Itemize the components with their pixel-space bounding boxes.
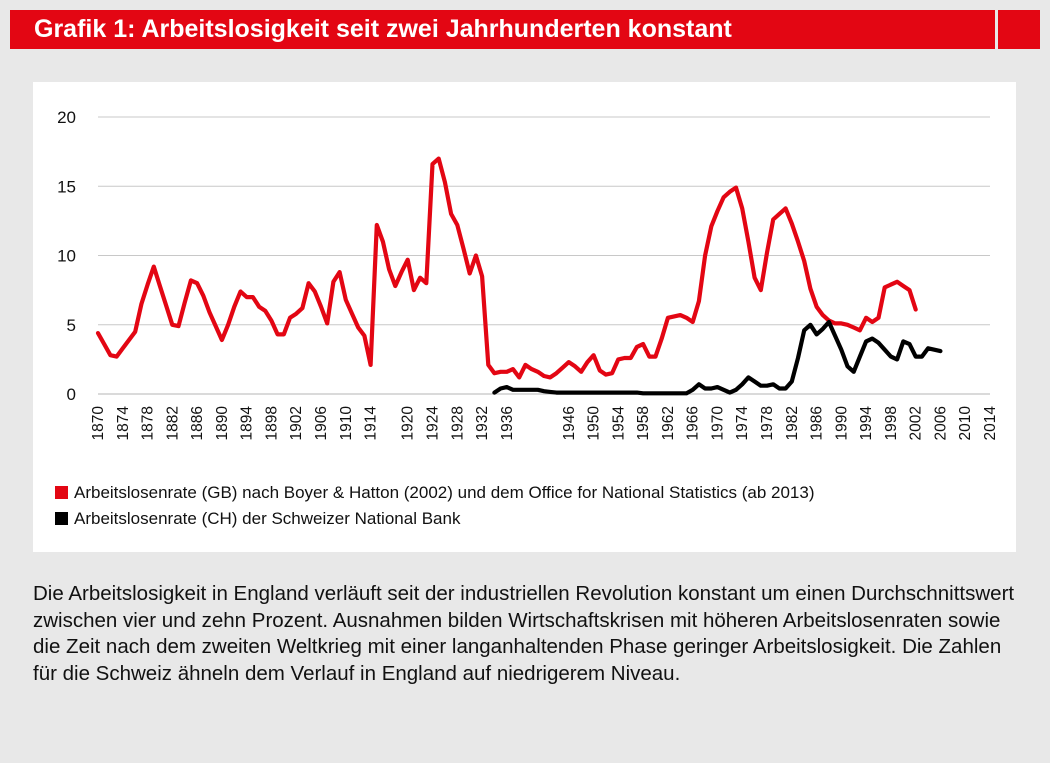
series-line-ch — [492, 319, 943, 396]
y-tick-label: 0 — [67, 385, 76, 404]
x-tick-label: 2006 — [932, 406, 949, 440]
x-tick-label: 1974 — [734, 406, 751, 441]
x-tick-label: 2002 — [908, 406, 925, 440]
x-tick-label: 1966 — [685, 406, 702, 440]
x-tick-label: 1994 — [858, 406, 875, 441]
line-chart: 0 5 10 15 20 1870 1874 1878 1882 1886 1890 1894 1898… — [57, 108, 999, 441]
x-tick-label: 1936 — [499, 406, 516, 440]
x-tick-label: 1946 — [561, 406, 578, 440]
x-tick-label: 1886 — [189, 406, 206, 440]
x-tick-label: 1914 — [363, 406, 380, 441]
header-accent-tab — [998, 10, 1040, 49]
x-tick-label: 1932 — [474, 406, 491, 440]
legend-swatch-gb — [55, 486, 68, 500]
legend-item-ch: Arbeitslosenrate (CH) der Schweizer Nati… — [55, 508, 460, 530]
y-tick-label: 5 — [67, 316, 76, 335]
x-tick-label: 2010 — [957, 406, 974, 441]
x-tick-label: 1928 — [449, 406, 466, 440]
x-tick-label: 1894 — [239, 406, 256, 441]
x-tick-label: 1962 — [660, 406, 677, 440]
series-line-gb — [95, 156, 918, 380]
x-tick-label: 1906 — [313, 406, 330, 440]
legend-label-ch: Arbeitslosenrate (CH) der Schweizer Nati… — [74, 509, 461, 528]
x-tick-label: 1920 — [400, 406, 417, 441]
legend-item-gb: Arbeitslosenrate (GB) nach Boyer & Hatto… — [55, 482, 815, 504]
chart-panel: 0 5 10 15 20 1870 1874 1878 1882 1886 1890 1894 1898… — [33, 82, 1016, 552]
x-tick-label: 1954 — [610, 406, 627, 441]
x-tick-label: 1998 — [883, 406, 900, 440]
x-tick-label: 1874 — [115, 406, 132, 441]
x-tick-label: 1950 — [586, 406, 603, 441]
x-tick-label: 1902 — [288, 406, 305, 440]
x-tick-label: 2014 — [982, 406, 999, 441]
y-tick-label: 20 — [57, 108, 76, 127]
x-tick-label: 1910 — [338, 406, 355, 441]
chart-title-bar: Grafik 1: Arbeitslosigkeit seit zwei Jah… — [10, 10, 995, 49]
x-tick-label: 1982 — [784, 406, 801, 440]
legend-label-gb: Arbeitslosenrate (GB) nach Boyer & Hatto… — [74, 483, 815, 502]
x-tick-label: 1986 — [809, 406, 826, 440]
y-tick-label: 15 — [57, 177, 76, 196]
x-tick-label: 1890 — [214, 406, 231, 441]
x-tick-label: 1898 — [263, 406, 280, 440]
x-tick-label: 1882 — [164, 406, 181, 440]
x-tick-label: 1870 — [90, 406, 107, 441]
x-tick-label: 1924 — [425, 406, 442, 441]
x-tick-label: 1990 — [833, 406, 850, 441]
caption-text: Die Arbeitslosigkeit in England verläuft… — [33, 582, 1015, 685]
x-tick-label: 1970 — [709, 406, 726, 441]
chart-title: Grafik 1: Arbeitslosigkeit seit zwei Jah… — [34, 15, 732, 43]
legend-swatch-ch — [55, 512, 68, 526]
x-tick-label: 1958 — [635, 406, 652, 440]
y-tick-label: 10 — [57, 247, 76, 266]
x-tick-label: 1978 — [759, 406, 776, 440]
x-tick-label: 1878 — [140, 406, 157, 440]
